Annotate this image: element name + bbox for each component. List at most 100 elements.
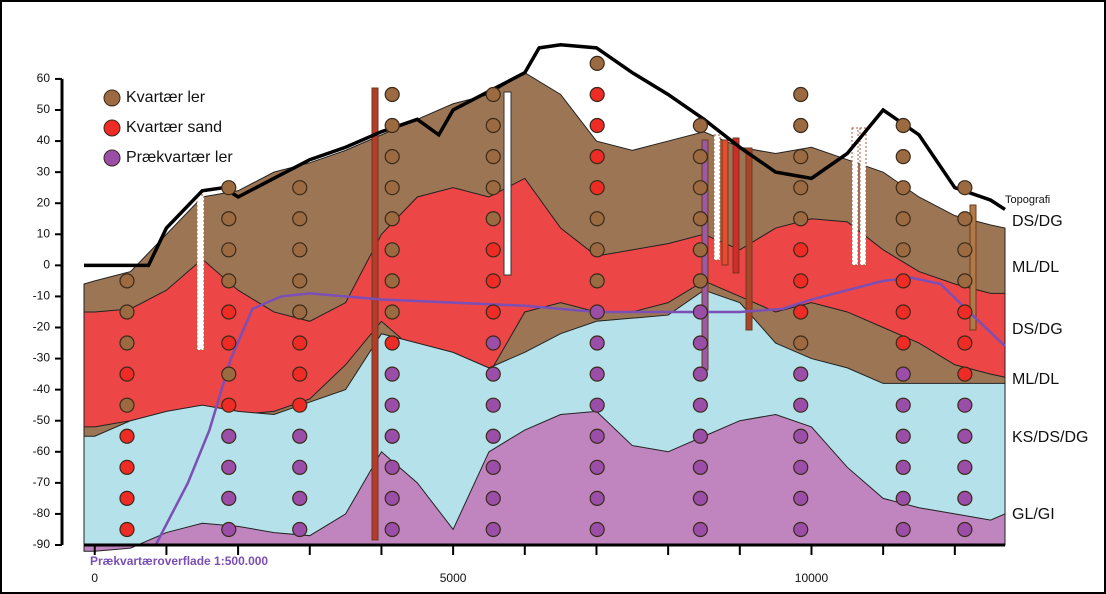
borehole [733, 138, 739, 273]
legend-label: Kvartær sand [126, 119, 222, 136]
point [222, 522, 236, 536]
point [120, 367, 134, 381]
point [958, 367, 972, 381]
point [120, 398, 134, 412]
point [693, 181, 707, 195]
y-tick-label: -60 [33, 444, 51, 458]
legend-marker [104, 150, 120, 166]
point [293, 460, 307, 474]
point [693, 429, 707, 443]
point [120, 522, 134, 536]
point [590, 181, 604, 195]
point [385, 460, 399, 474]
point [486, 119, 500, 133]
point [794, 398, 808, 412]
y-tick-label: -20 [33, 320, 51, 334]
point [486, 336, 500, 350]
point [385, 367, 399, 381]
borehole [504, 92, 511, 275]
point [293, 336, 307, 350]
point [896, 305, 910, 319]
point [385, 429, 399, 443]
point [794, 336, 808, 350]
point [794, 212, 808, 226]
point [590, 119, 604, 133]
point [486, 150, 500, 164]
point [385, 243, 399, 257]
point [896, 119, 910, 133]
borehole [197, 195, 204, 350]
chart: 6050403020100-10-20-30-40-50-60-70-80-90… [0, 0, 1106, 594]
point [385, 491, 399, 505]
point [385, 212, 399, 226]
unit-label: DS/DG [1012, 321, 1063, 338]
point [293, 305, 307, 319]
unit-label: GL/GI [1012, 506, 1055, 523]
point [486, 181, 500, 195]
point [486, 305, 500, 319]
unit-label: KS/DS/DG [1012, 429, 1088, 446]
point [896, 243, 910, 257]
point [590, 336, 604, 350]
legend-marker [104, 90, 120, 106]
point [486, 429, 500, 443]
point [120, 274, 134, 288]
point [385, 274, 399, 288]
point [590, 87, 604, 101]
point [222, 491, 236, 505]
point [385, 305, 399, 319]
point [222, 429, 236, 443]
point [896, 522, 910, 536]
point [693, 212, 707, 226]
point [794, 243, 808, 257]
y-tick-label: 0 [43, 258, 50, 272]
point [385, 398, 399, 412]
point [120, 305, 134, 319]
line-label: Prækvartæroverflade 1:500.000 [90, 554, 268, 568]
y-tick-label: 50 [37, 102, 51, 116]
point [120, 429, 134, 443]
point [693, 336, 707, 350]
point [590, 367, 604, 381]
y-tick-label: 20 [37, 195, 51, 209]
point [693, 305, 707, 319]
x-tick-label: 0 [91, 571, 98, 585]
point [693, 398, 707, 412]
point [896, 398, 910, 412]
point [486, 367, 500, 381]
point [794, 305, 808, 319]
point [222, 181, 236, 195]
point [486, 274, 500, 288]
point [222, 212, 236, 226]
point [896, 150, 910, 164]
point [794, 274, 808, 288]
point [794, 119, 808, 133]
point [693, 491, 707, 505]
point [794, 181, 808, 195]
point [385, 87, 399, 101]
point [222, 336, 236, 350]
legend-label: Kvartær ler [126, 89, 206, 106]
line-label: Topografi [1005, 194, 1050, 206]
point [486, 87, 500, 101]
point [486, 460, 500, 474]
point [590, 429, 604, 443]
point [293, 522, 307, 536]
point [293, 398, 307, 412]
point [590, 305, 604, 319]
point [120, 336, 134, 350]
point [958, 212, 972, 226]
point [293, 274, 307, 288]
borehole [860, 128, 866, 265]
point [590, 150, 604, 164]
point [958, 336, 972, 350]
point [385, 150, 399, 164]
point [958, 522, 972, 536]
point [693, 119, 707, 133]
y-tick-label: -40 [33, 382, 51, 396]
borehole [722, 140, 728, 265]
point [896, 181, 910, 195]
point [590, 522, 604, 536]
legend-marker [104, 120, 120, 136]
point [693, 274, 707, 288]
